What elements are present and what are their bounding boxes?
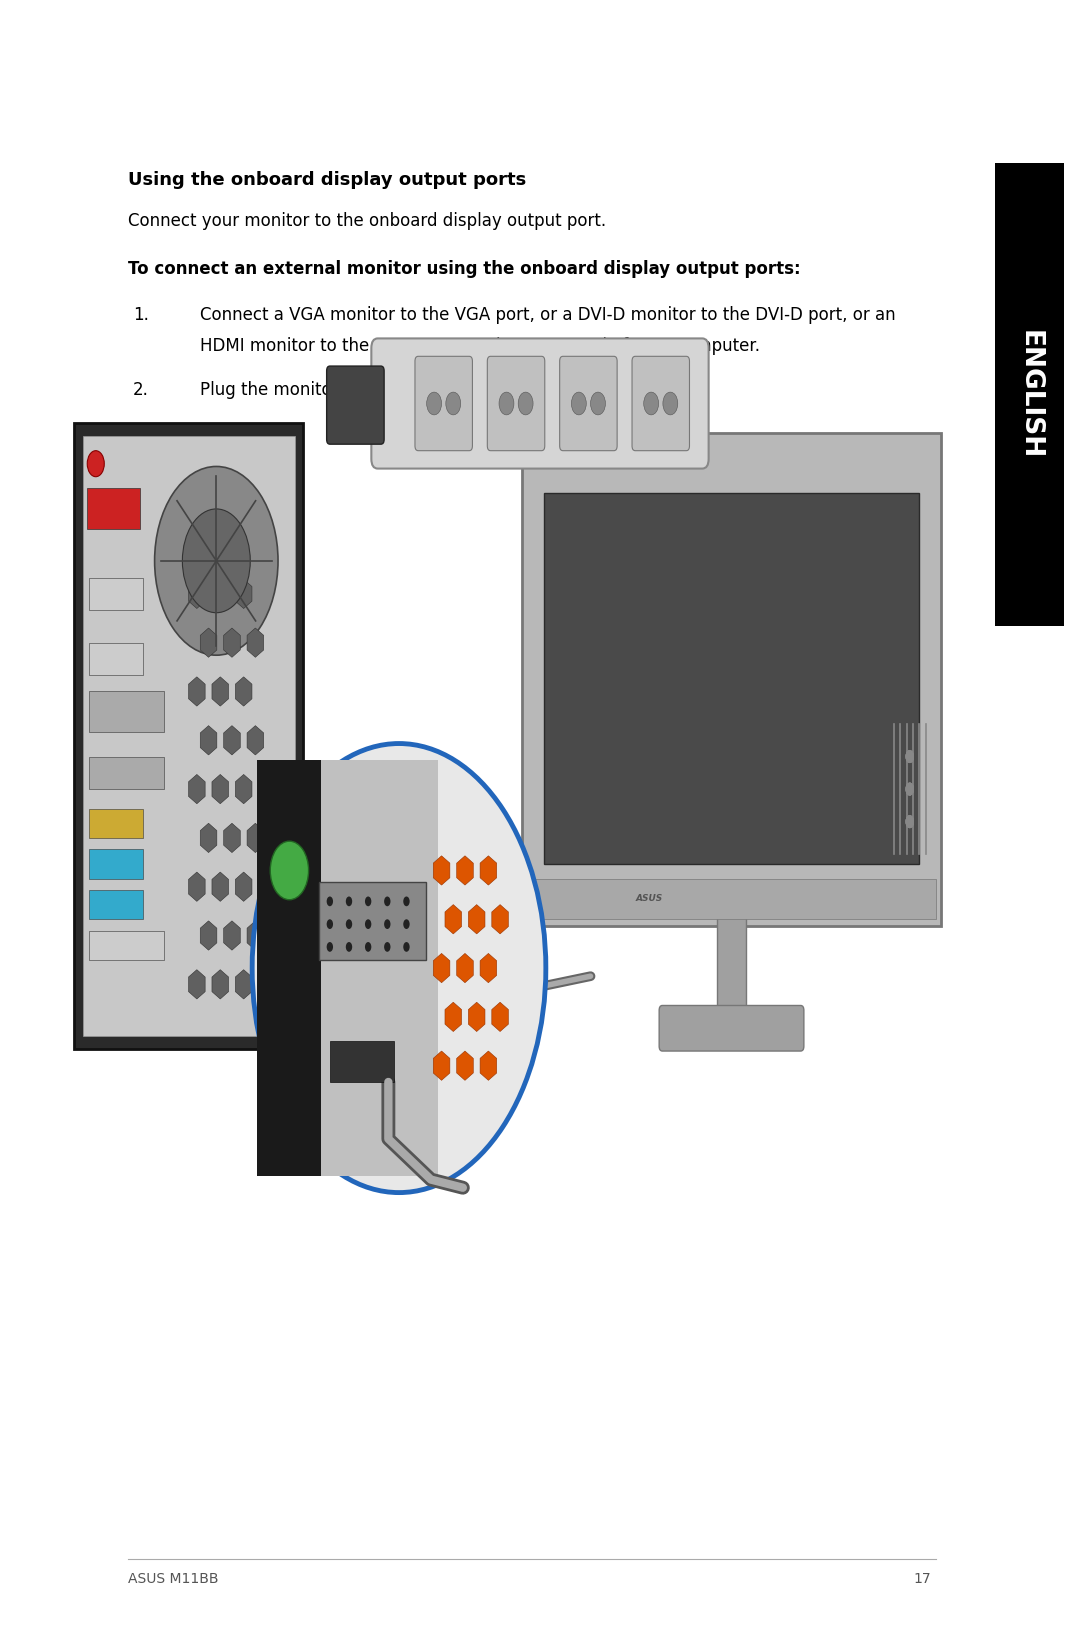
FancyBboxPatch shape [372, 338, 708, 469]
Circle shape [427, 392, 442, 415]
Circle shape [905, 750, 914, 763]
Circle shape [591, 392, 606, 415]
FancyBboxPatch shape [322, 760, 438, 1176]
Circle shape [346, 942, 352, 952]
Circle shape [346, 919, 352, 929]
FancyBboxPatch shape [90, 890, 143, 919]
Circle shape [403, 896, 409, 906]
Text: 2.: 2. [133, 381, 149, 399]
Circle shape [905, 750, 914, 763]
Circle shape [905, 815, 914, 828]
Circle shape [905, 815, 914, 828]
FancyBboxPatch shape [415, 356, 472, 451]
FancyBboxPatch shape [659, 1005, 804, 1051]
Circle shape [326, 919, 333, 929]
Circle shape [518, 392, 534, 415]
Text: ENGLISH: ENGLISH [1016, 330, 1042, 459]
Circle shape [384, 942, 391, 952]
Circle shape [384, 896, 391, 906]
Circle shape [365, 919, 372, 929]
Circle shape [905, 815, 914, 828]
Circle shape [403, 919, 409, 929]
Circle shape [905, 783, 914, 796]
FancyBboxPatch shape [717, 911, 746, 1020]
FancyBboxPatch shape [329, 1041, 394, 1082]
Circle shape [905, 783, 914, 796]
Circle shape [571, 392, 586, 415]
FancyBboxPatch shape [995, 163, 1064, 626]
Text: Using the onboard display output ports: Using the onboard display output ports [127, 171, 526, 189]
FancyBboxPatch shape [87, 488, 140, 529]
FancyBboxPatch shape [632, 356, 689, 451]
FancyBboxPatch shape [90, 643, 143, 675]
FancyBboxPatch shape [559, 356, 617, 451]
FancyBboxPatch shape [83, 436, 295, 1036]
Circle shape [326, 896, 333, 906]
Circle shape [446, 392, 461, 415]
FancyBboxPatch shape [90, 691, 164, 732]
Text: HDMI monitor to the HDMI port on the rear panel of your computer.: HDMI monitor to the HDMI port on the rea… [200, 337, 760, 355]
FancyBboxPatch shape [90, 757, 164, 789]
Circle shape [270, 841, 309, 900]
Circle shape [365, 896, 372, 906]
Circle shape [644, 392, 659, 415]
Circle shape [905, 783, 914, 796]
Circle shape [252, 744, 545, 1193]
Circle shape [384, 919, 391, 929]
Circle shape [346, 896, 352, 906]
FancyBboxPatch shape [90, 578, 143, 610]
Circle shape [326, 942, 333, 952]
Text: 17: 17 [914, 1572, 931, 1586]
FancyBboxPatch shape [326, 366, 384, 444]
FancyBboxPatch shape [320, 882, 426, 960]
FancyBboxPatch shape [75, 423, 303, 1049]
FancyBboxPatch shape [487, 356, 544, 451]
FancyBboxPatch shape [90, 849, 143, 879]
FancyBboxPatch shape [90, 931, 164, 960]
Circle shape [663, 392, 678, 415]
FancyBboxPatch shape [90, 809, 143, 838]
Text: 1.: 1. [133, 306, 149, 324]
Circle shape [365, 942, 372, 952]
Text: ASUS: ASUS [636, 893, 663, 903]
Circle shape [87, 451, 105, 477]
Circle shape [499, 392, 514, 415]
Text: ASUS M11BB: ASUS M11BB [127, 1572, 218, 1586]
Circle shape [905, 783, 914, 796]
Circle shape [183, 509, 251, 613]
Circle shape [154, 467, 278, 656]
Text: Plug the monitor to a power source.: Plug the monitor to a power source. [200, 381, 498, 399]
Text: Connect a VGA monitor to the VGA port, or a DVI-D monitor to the DVI-D port, or : Connect a VGA monitor to the VGA port, o… [200, 306, 895, 324]
FancyBboxPatch shape [257, 760, 322, 1176]
Text: Connect your monitor to the onboard display output port.: Connect your monitor to the onboard disp… [127, 212, 606, 229]
FancyBboxPatch shape [527, 879, 936, 919]
Circle shape [905, 815, 914, 828]
Circle shape [905, 750, 914, 763]
Circle shape [403, 942, 409, 952]
Circle shape [905, 750, 914, 763]
Text: To connect an external monitor using the onboard display output ports:: To connect an external monitor using the… [127, 260, 800, 278]
FancyBboxPatch shape [523, 433, 941, 926]
FancyBboxPatch shape [543, 493, 919, 864]
